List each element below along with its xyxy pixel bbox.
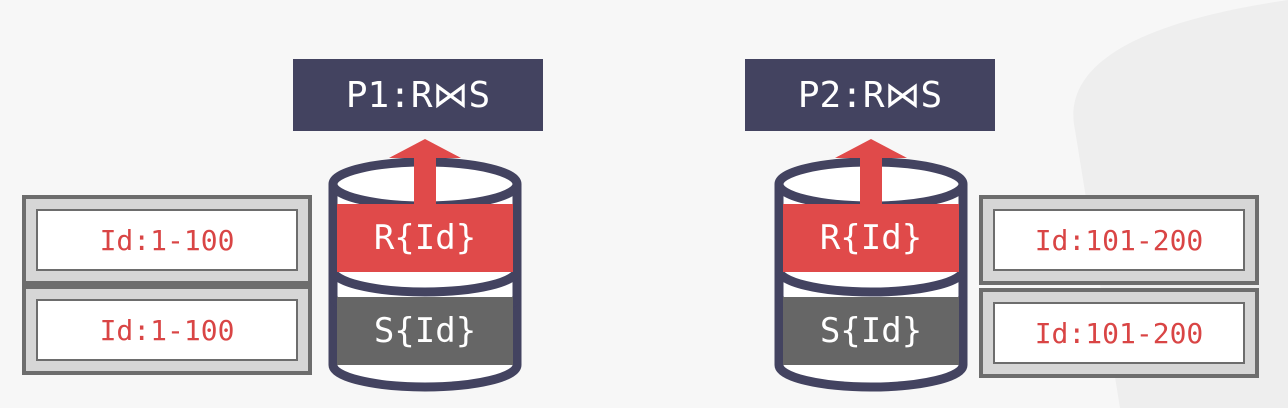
s-table-label-p1: S{Id} [373,311,477,351]
s-band-p2 [783,297,959,365]
join-process-box-p2: P2:R⋈S [745,59,995,131]
r-range-box-p2: Id:101-200 [979,195,1259,285]
s-range-box-p2: Id:101-200 [979,288,1259,378]
r-range-label-p2: Id:101-200 [1034,223,1204,257]
s-range-label-p2: Id:101-200 [1034,316,1204,350]
join-process-label-p2: P2:R⋈S [797,74,943,116]
s-range-label-p1: Id:1-100 [99,313,235,347]
s-range-box-p1: Id:1-100 [22,285,312,375]
r-band-p2 [783,204,959,272]
r-band-p1 [337,204,513,272]
r-table-label-p2: R{Id} [819,218,923,258]
r-table-label-p1: R{Id} [373,218,477,258]
s-band-p1 [337,297,513,365]
join-process-box-p1: P1:R⋈S [293,59,543,131]
r-range-box-p1: Id:1-100 [22,195,312,285]
join-process-label-p1: P1:R⋈S [345,74,491,116]
s-table-label-p2: S{Id} [819,311,923,351]
r-range-label-p1: Id:1-100 [99,223,235,257]
